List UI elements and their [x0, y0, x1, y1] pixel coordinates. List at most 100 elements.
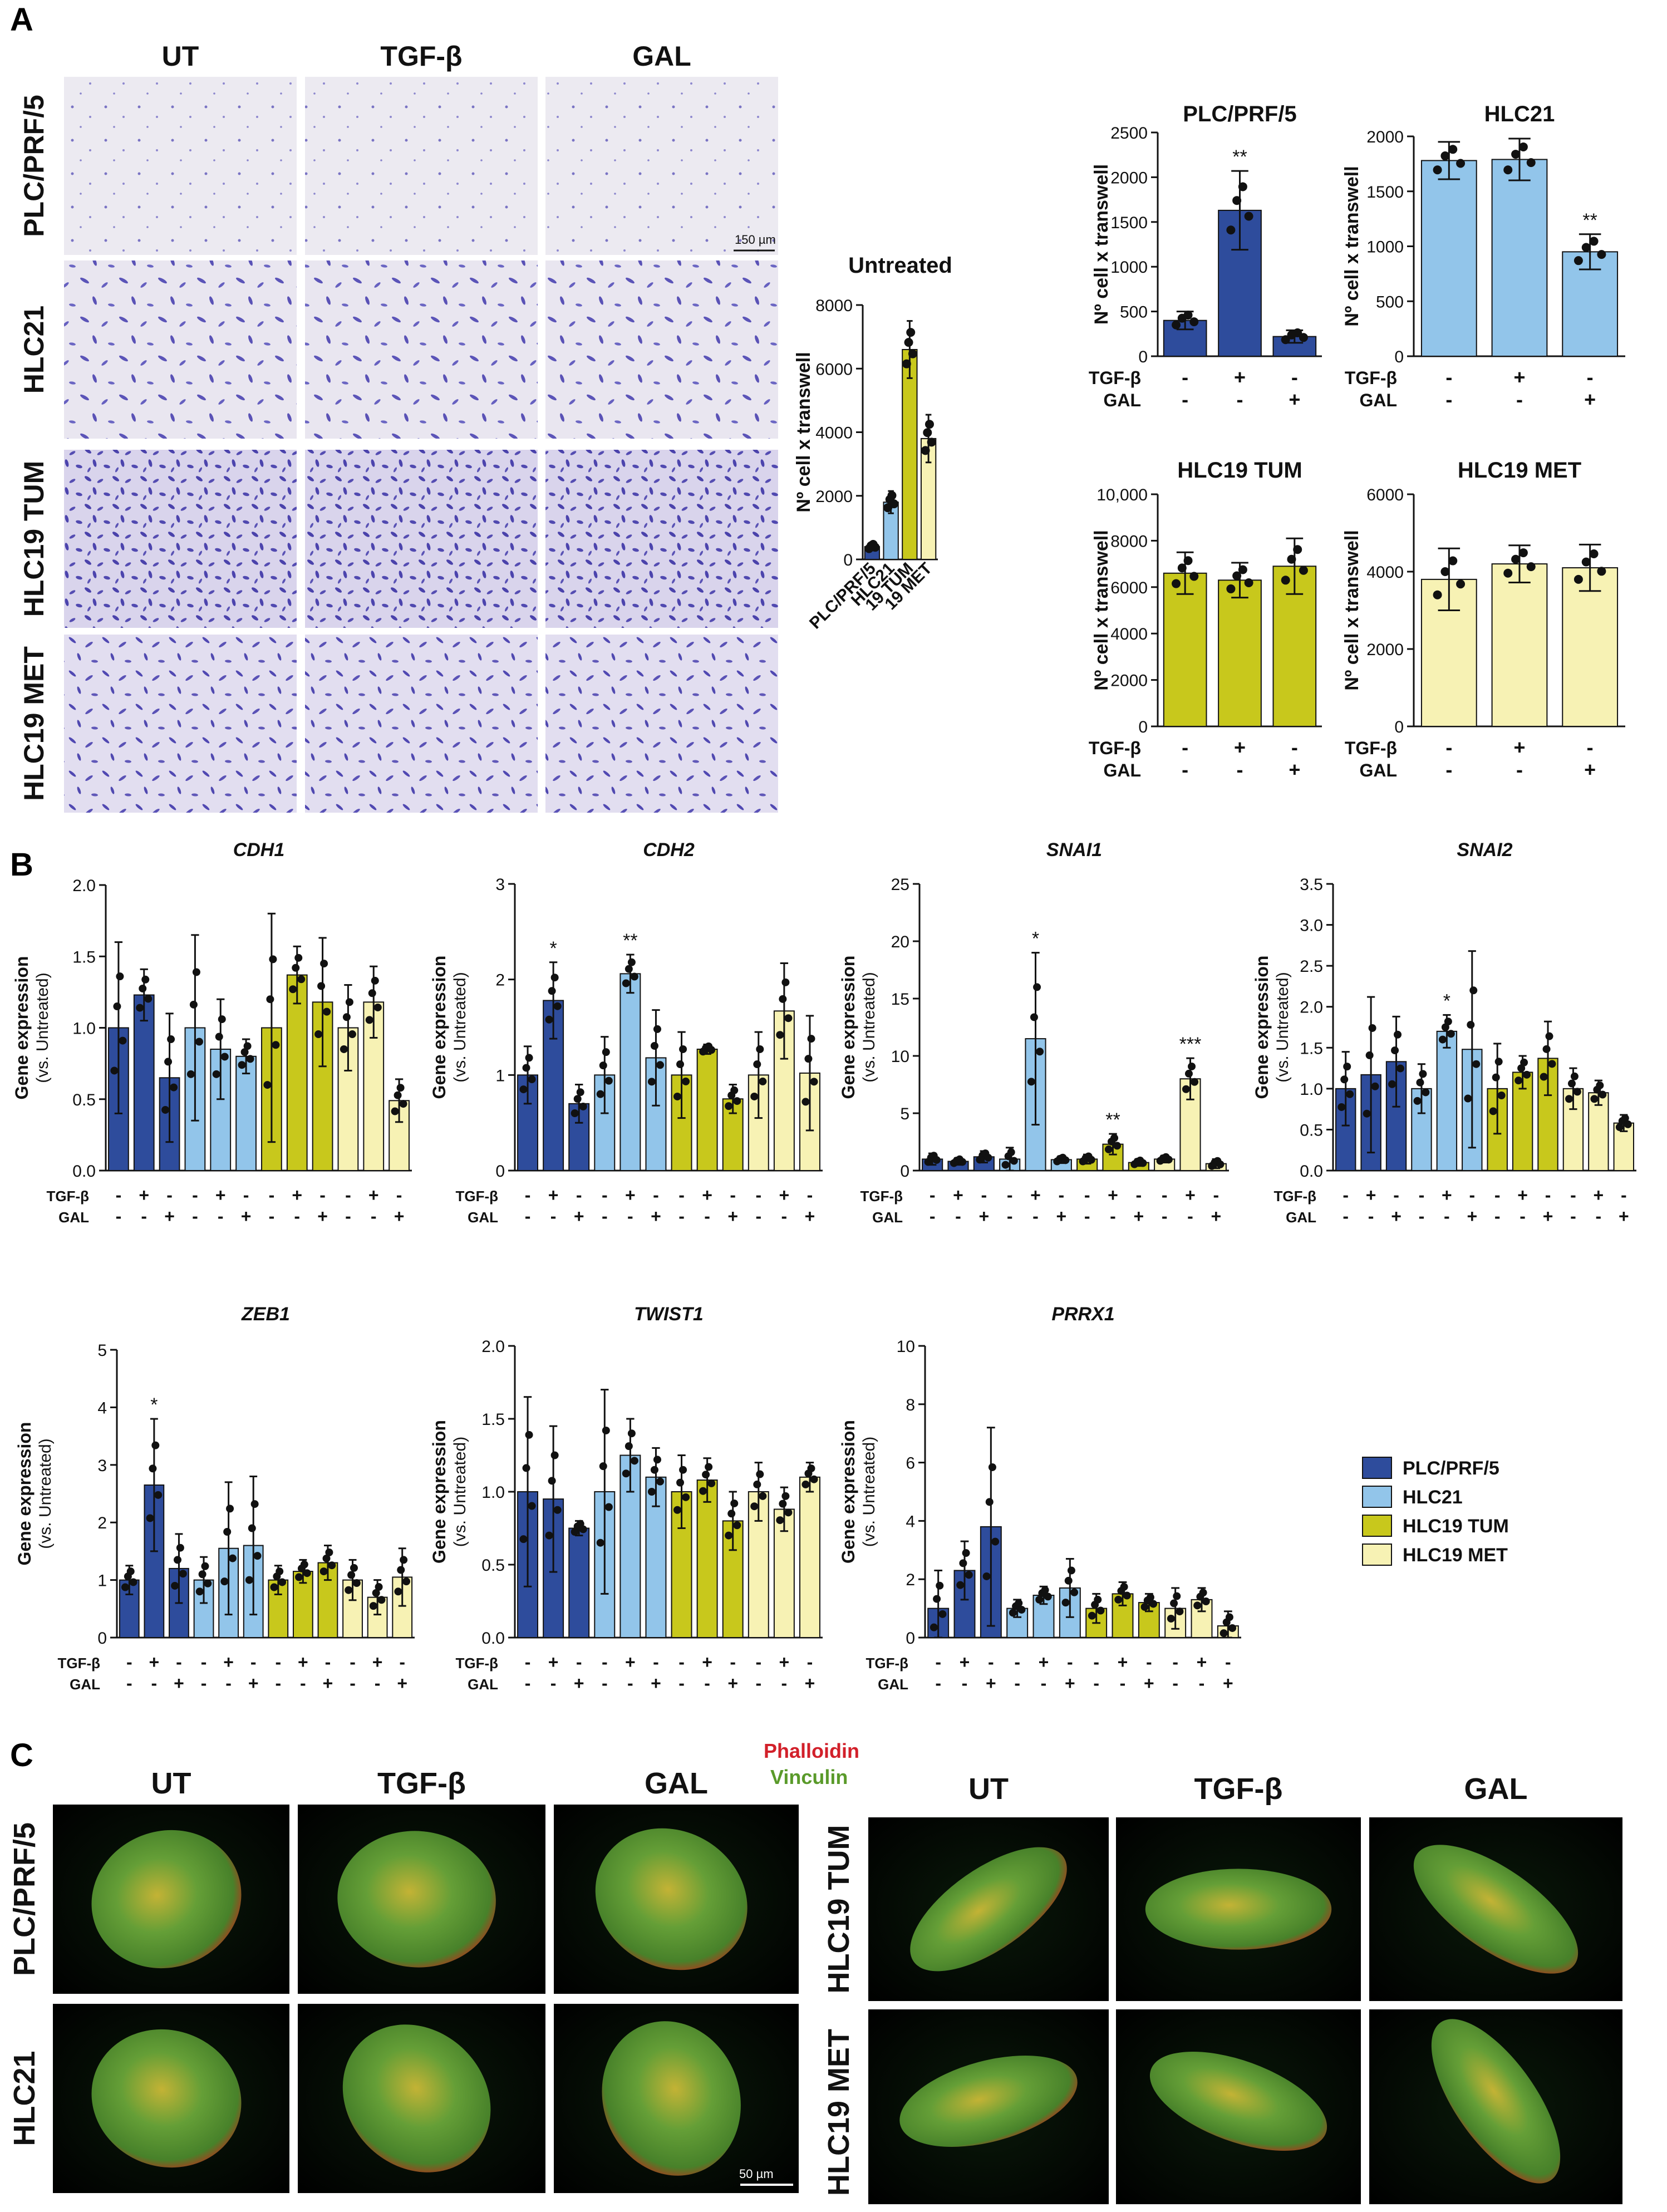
tgf-sign-snai2-5: -: [1469, 1185, 1475, 1205]
tgf-sign-cdh1-3: -: [192, 1185, 198, 1205]
dot-cdh2-7-3: [707, 1046, 716, 1054]
gal-sign-a_plc-2: +: [1289, 388, 1300, 411]
dot-cdh1-11-0: [391, 1107, 399, 1115]
dot-snai2-4-3: [1447, 1030, 1455, 1038]
dot-snai1-5-3: [1061, 1156, 1070, 1164]
y-tick-label-zeb1-4: 4: [97, 1399, 107, 1417]
dot-snai2-10-2: [1596, 1081, 1604, 1089]
chart-snai1: SNAI1 0 5 10 15 20 25 Gene expression (vs. Untre…: [838, 839, 1229, 1226]
dot-snai2-3-3: [1422, 1088, 1430, 1097]
dot-cdh1-1-2: [141, 975, 150, 984]
dot-a_met-1-3: [1526, 562, 1536, 572]
dot-zeb1-10-0: [369, 1602, 377, 1610]
tgf-sign-snai2-8: -: [1545, 1185, 1551, 1205]
dot-zeb1-7-2: [300, 1560, 308, 1569]
dot-cdh1-11-3: [399, 1100, 407, 1108]
y-label-a_tum: Nº cell x transwell: [1091, 530, 1112, 690]
tgf-sign-snai1-6: -: [1084, 1185, 1090, 1205]
dot-zeb1-3-2: [201, 1562, 209, 1570]
dot-twist1-0-1: [522, 1464, 530, 1472]
dot-prrx1-6-2: [1094, 1595, 1102, 1604]
dot-snai2-2-2: [1394, 1030, 1402, 1039]
y-tick-label-a_plc-2: 1000: [1110, 258, 1148, 277]
gal-sign-a_hlc21-1: -: [1516, 388, 1523, 411]
gal-sign-twist1-4: -: [627, 1673, 633, 1693]
tgf-sign-twist1-0: -: [525, 1652, 531, 1672]
dot-snai1-10-3: [1191, 1078, 1199, 1086]
dot-snai2-6-3: [1497, 1091, 1506, 1099]
gal-sign-cdh1-5: +: [241, 1206, 252, 1226]
y-label2-cdh2: (vs. Untreated): [451, 972, 469, 1082]
dot-cdh2-2-3: [579, 1102, 587, 1110]
dot-snai2-0-0: [1337, 1103, 1346, 1111]
y-tick-label-a_hlc21-2: 1000: [1366, 238, 1404, 257]
dot-zeb1-1-2: [151, 1441, 160, 1449]
gal-sign-a_hlc21-0: -: [1445, 388, 1452, 411]
tgf-sign-a_plc-2: -: [1291, 366, 1298, 389]
dot-cdh1-1-1: [139, 984, 147, 992]
bar-cdh1-10: [363, 1001, 385, 1171]
dot-a_tum-0-1: [1177, 563, 1187, 573]
gal-sign-a_tum-1: -: [1237, 758, 1243, 781]
dot-a_plc-0-2: [1183, 311, 1193, 320]
y-label2-prrx1: (vs. Untreated): [860, 1437, 878, 1547]
tgf-sign-a_tum-1: +: [1234, 736, 1246, 759]
dot-zeb1-4-0: [220, 1577, 229, 1586]
dot-a_tum-1-0: [1226, 584, 1236, 593]
dot-snai1-4-0: [1027, 1078, 1035, 1086]
tgf-sign-cdh1-1: +: [139, 1185, 149, 1205]
dot-a_plc-2-3: [1299, 333, 1308, 342]
dot-snai1-10-0: [1182, 1085, 1190, 1093]
dot-zeb1-5-2: [250, 1500, 259, 1508]
dot-cdh2-5-3: [656, 1061, 665, 1069]
dot-twist1-6-1: [676, 1478, 685, 1487]
bar-untreated-2: [902, 348, 918, 560]
dot-zeb1-10-1: [372, 1589, 380, 1597]
dot-cdh1-2-1: [164, 1058, 173, 1066]
y-tick-label-zeb1-2: 2: [97, 1514, 107, 1532]
dot-twist1-4-2: [627, 1429, 636, 1438]
dot-a_tum-0-0: [1172, 579, 1181, 588]
y-tick-label-snai1-5: 25: [891, 876, 909, 894]
dot-zeb1-1-3: [154, 1491, 163, 1499]
dot-cdh1-8-3: [323, 1007, 331, 1016]
gal-sign-snai1-1: -: [955, 1206, 961, 1226]
dot-cdh1-1-3: [144, 995, 153, 1003]
dot-cdh2-10-0: [776, 1031, 784, 1039]
gal-sign-snai1-0: -: [930, 1206, 936, 1226]
micrograph-a-3-0: [64, 635, 297, 813]
dot-zeb1-11-2: [400, 1556, 408, 1564]
dot-snai1-7-3: [1113, 1142, 1122, 1150]
dot-cdh2-1-0: [545, 1015, 553, 1024]
dot-snai2-6-1: [1492, 1073, 1500, 1082]
tgf-sign-zeb1-6: -: [275, 1652, 281, 1672]
sig-zeb1-1: *: [150, 1394, 158, 1415]
gal-sign-snai2-4: -: [1444, 1206, 1450, 1226]
tgf-sign-snai1-10: +: [1185, 1185, 1196, 1205]
dot-a_tum-2-0: [1281, 576, 1290, 585]
fluor-cell-right-1-0: [899, 2056, 1078, 2147]
dot-snai1-3-3: [1010, 1157, 1018, 1165]
gal-sign-prrx1-3: -: [1014, 1673, 1020, 1693]
dot-a_hlc21-2-3: [1597, 250, 1606, 259]
micrograph-a-2-1: [305, 450, 538, 628]
gal-sign-twist1-11: +: [805, 1673, 815, 1693]
dot-untreated-1-2: [887, 491, 897, 500]
y-label2-snai2: (vs. Untreated): [1273, 972, 1292, 1082]
dot-snai1-1-3: [958, 1158, 967, 1166]
dot-cdh2-2-1: [573, 1095, 582, 1103]
dot-prrx1-4-0: [1035, 1595, 1044, 1604]
y-tick-label-snai2-4: 2.0: [1300, 999, 1323, 1017]
dot-cdh1-9-3: [348, 1030, 356, 1039]
dot-snai1-2-3: [984, 1153, 992, 1162]
fluor-cell-left-1-0: [91, 2029, 242, 2168]
panel-a-label: A: [10, 2, 33, 38]
dot-cdh1-7-1: [292, 964, 300, 972]
y-tick-label-cdh2-1: 1: [495, 1066, 505, 1085]
gal-sign-snai1-8: +: [1133, 1206, 1144, 1226]
dot-zeb1-5-0: [245, 1576, 253, 1584]
dot-cdh1-10-3: [373, 1003, 382, 1011]
dot-prrx1-11-2: [1225, 1613, 1233, 1621]
fluor-cell-right-0-1: [1145, 1869, 1332, 1950]
